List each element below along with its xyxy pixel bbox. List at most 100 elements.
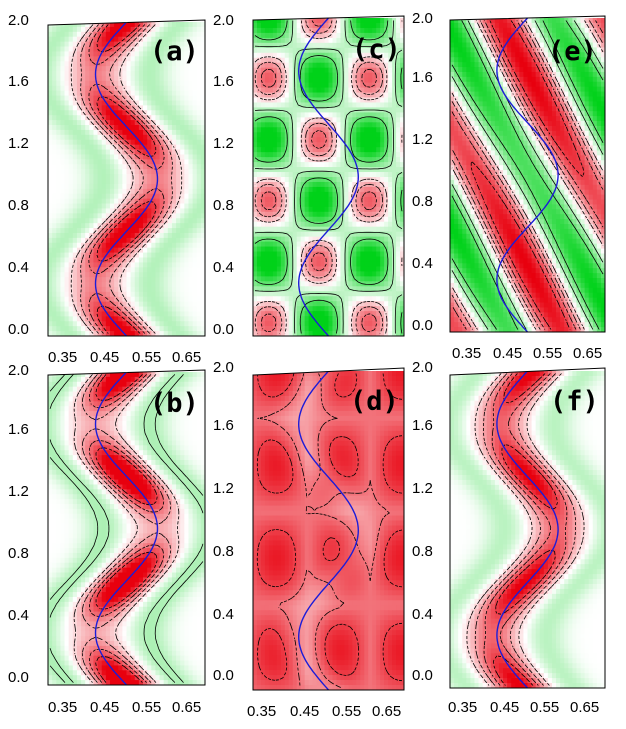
heatmap-cell xyxy=(320,147,326,153)
heatmap-cell xyxy=(260,72,266,79)
heatmap-cell xyxy=(268,331,274,336)
heatmap-cell xyxy=(188,232,194,239)
heatmap-cell xyxy=(364,87,369,94)
heatmap-cell xyxy=(56,125,61,131)
heatmap-cell xyxy=(328,321,334,327)
heatmap-cell xyxy=(93,90,99,97)
heatmap-cell xyxy=(48,252,53,259)
heatmap-cell xyxy=(93,183,99,190)
heatmap-cell xyxy=(256,316,262,322)
heatmap-cell xyxy=(400,72,404,79)
heatmap-cell xyxy=(200,213,205,219)
heatmap-cell xyxy=(184,247,190,254)
heatmap-cell xyxy=(372,18,377,24)
heatmap-cell xyxy=(151,80,157,87)
heatmap-cell xyxy=(155,51,161,57)
heatmap-cell xyxy=(68,46,74,53)
heatmap-cell xyxy=(268,226,274,233)
heatmap-cell xyxy=(159,188,165,195)
heatmap-cell xyxy=(56,301,61,308)
heatmap-cell xyxy=(93,169,99,175)
heatmap-cell xyxy=(272,32,278,39)
heatmap-cell xyxy=(360,122,365,128)
heatmap-cell xyxy=(316,177,322,183)
heatmap-cell xyxy=(151,242,157,249)
heatmap-cell xyxy=(288,296,294,302)
heatmap-cell xyxy=(268,142,274,148)
heatmap-cell xyxy=(184,154,190,160)
heatmap-cell xyxy=(364,276,369,282)
heatmap-cell xyxy=(344,326,349,332)
heatmap-cell xyxy=(76,115,82,121)
heatmap-cell xyxy=(163,213,169,219)
heatmap-cell xyxy=(392,281,397,287)
heatmap-cell xyxy=(122,306,128,313)
heatmap-cell xyxy=(159,228,165,234)
heatmap-cell xyxy=(316,57,322,64)
heatmap-cell xyxy=(280,52,286,59)
heatmap-cell xyxy=(105,159,111,165)
heatmap-cell xyxy=(308,67,314,74)
heatmap-cell xyxy=(56,252,61,259)
heatmap-cell xyxy=(332,22,338,29)
heatmap-cell xyxy=(332,142,338,148)
heatmap-cell xyxy=(320,67,326,74)
heatmap-cell xyxy=(288,271,294,277)
heatmap-cell xyxy=(163,169,169,175)
heatmap-cell xyxy=(292,331,298,336)
heatmap-cell xyxy=(292,27,298,34)
heatmap-cell xyxy=(308,186,314,193)
heatmap-cell xyxy=(388,276,393,282)
heatmap-cell xyxy=(316,137,322,143)
heatmap-cell xyxy=(81,247,86,254)
heatmap-cell xyxy=(81,208,86,214)
heatmap-cell xyxy=(256,32,262,39)
heatmap-cell xyxy=(81,218,86,224)
heatmap-cell xyxy=(253,296,258,302)
heatmap-cell xyxy=(384,57,389,64)
heatmap-cell xyxy=(171,139,177,146)
heatmap-cell xyxy=(76,267,82,273)
heatmap-cell xyxy=(89,291,95,298)
heatmap-cell xyxy=(93,56,99,62)
heatmap-cell xyxy=(320,117,326,123)
heatmap-cell xyxy=(68,252,74,259)
heatmap-cell xyxy=(304,87,310,94)
heatmap-cell xyxy=(101,154,107,160)
heatmap-cell xyxy=(122,277,128,283)
heatmap-cell xyxy=(89,183,95,190)
heatmap-cell xyxy=(109,198,115,205)
heatmap-cell xyxy=(159,193,165,200)
heatmap-cell xyxy=(122,154,128,160)
heatmap-cell xyxy=(312,306,318,312)
heatmap-cell xyxy=(126,46,132,53)
heatmap-cell xyxy=(256,112,262,118)
heatmap-cell xyxy=(380,127,385,133)
heatmap-cell xyxy=(180,252,185,259)
heatmap-cell xyxy=(134,22,140,28)
heatmap-cell xyxy=(264,102,270,109)
heatmap-cell xyxy=(171,277,177,283)
x-tick-label: 0.35 xyxy=(48,349,77,366)
heatmap-cell xyxy=(122,164,128,170)
heatmap-cell xyxy=(396,211,401,218)
heatmap-cell xyxy=(308,231,314,238)
heatmap-cell xyxy=(176,277,181,283)
heatmap-cell xyxy=(316,216,322,223)
heatmap-cell xyxy=(312,216,318,223)
heatmap-cell xyxy=(184,149,190,156)
heatmap-cell xyxy=(151,51,157,57)
heatmap-cell xyxy=(56,188,61,195)
heatmap-cell xyxy=(304,27,310,34)
heatmap-cell xyxy=(300,221,306,228)
heatmap-cell xyxy=(352,321,357,327)
heatmap-cell xyxy=(167,26,173,33)
heatmap-cell xyxy=(336,157,342,163)
heatmap-cell xyxy=(348,191,353,198)
heatmap-cell xyxy=(155,223,161,229)
heatmap-cell xyxy=(364,296,369,302)
heatmap-cell xyxy=(340,77,345,84)
heatmap-cell xyxy=(264,276,270,282)
heatmap-cell xyxy=(264,316,270,322)
heatmap-cell xyxy=(184,129,190,136)
